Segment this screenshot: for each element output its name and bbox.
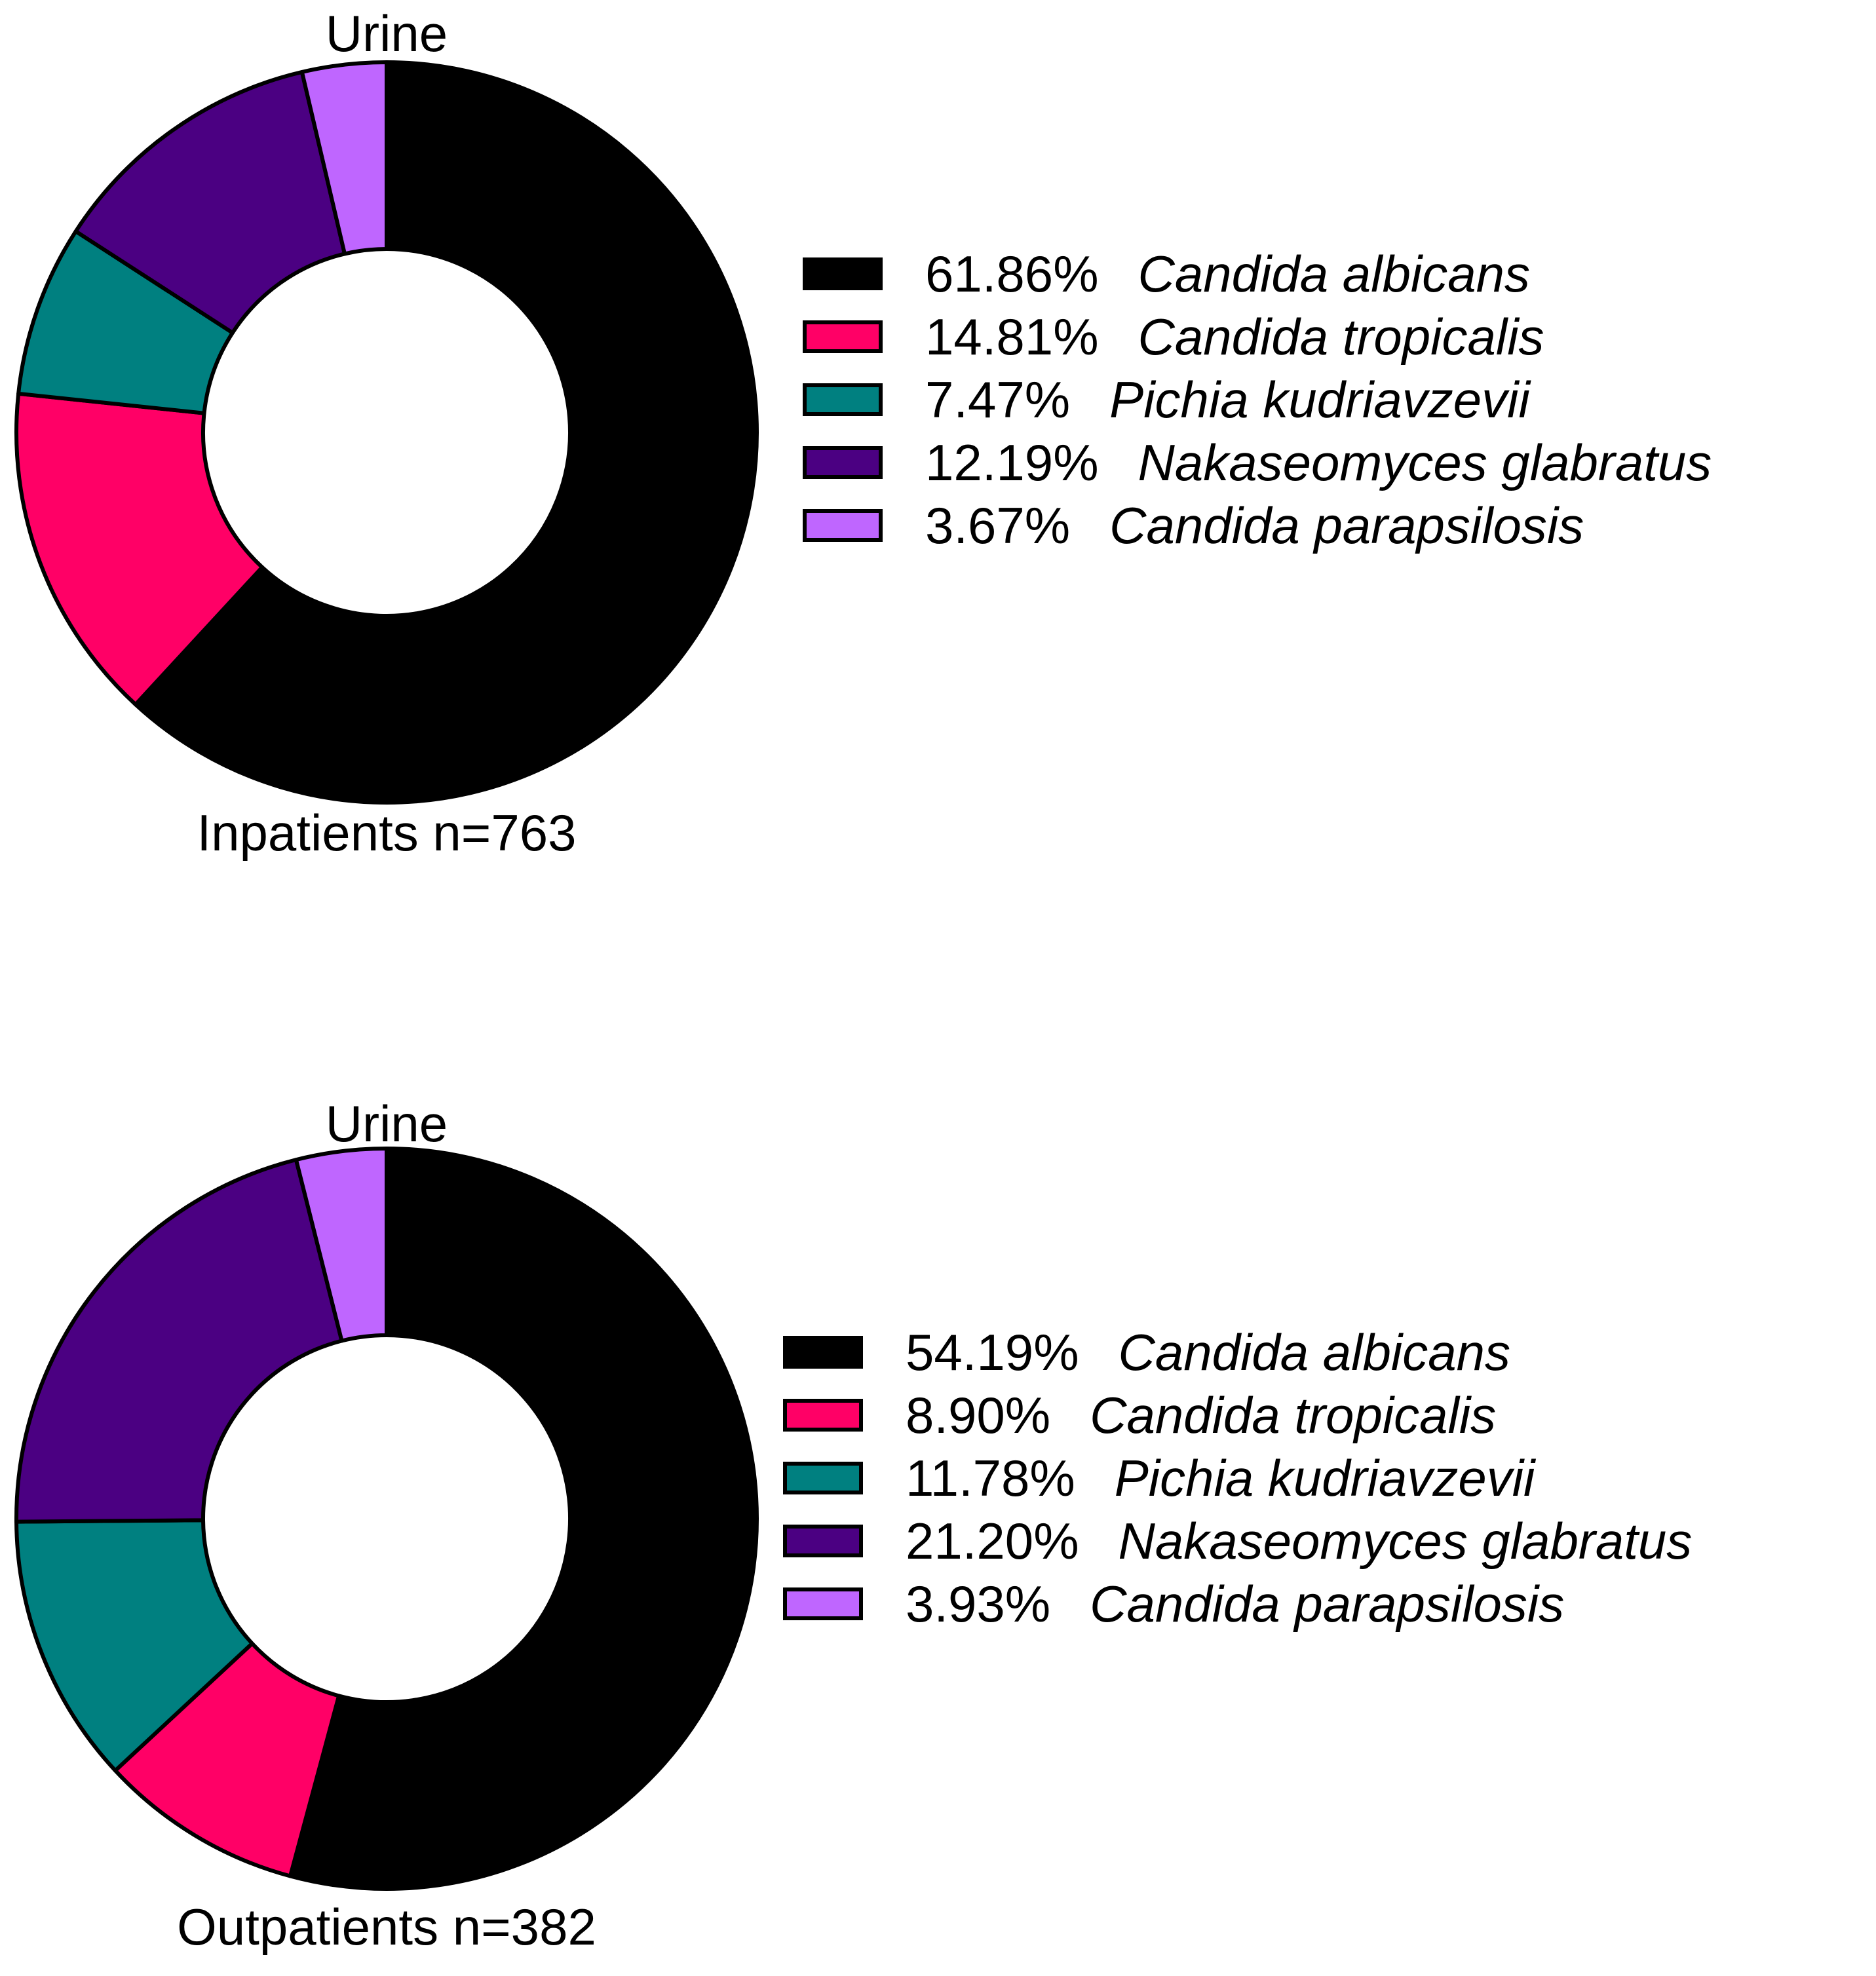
donut-chart-inpatients: Urine Inpatients n=763 61.86% Candida alb… [14,5,1712,862]
donut-slices [14,60,759,805]
legend-swatch [803,383,883,416]
legend-swatch [783,1336,863,1369]
legend-percent: 3.93% [906,1575,1050,1633]
legend-entry: 61.86% Candida albicans [925,245,1530,303]
legend-swatch [803,509,883,542]
slice-candida-parapsilosis [294,1147,389,1343]
slice-candida-parapsilosis [299,60,389,256]
legend-label: Candida albicans [1119,1323,1510,1381]
legend-entry: 54.19% Candida albicans [906,1323,1510,1381]
slice-nakaseomyces-glabratus [73,69,347,335]
donut-slices [14,1147,759,1891]
legend-entry: 7.47% Pichia kudriavzevii [925,371,1531,428]
legend-label: Candida parapsilosis [1090,1575,1564,1633]
legend-swatch [803,320,883,353]
donut-chart-outpatients: Urine Outpatients n=382 54.19% Candida al… [14,1095,1692,1956]
legend-entry: 3.93% Candida parapsilosis [906,1575,1564,1633]
legend-swatch [783,1399,863,1432]
legend-swatch [803,446,883,479]
legend-entry: 12.19% Nakaseomyces glabratus [925,434,1712,491]
slice-candida-albicans [288,1147,759,1891]
slice-candida-albicans [133,60,759,805]
legend-label: Pichia kudriavzevii [1109,371,1531,428]
legend-swatch [783,1462,863,1494]
legend-percent: 11.78% [906,1449,1075,1507]
legend-entry: 8.90% Candida tropicalis [906,1386,1496,1444]
legend-percent: 14.81% [925,308,1099,366]
legend-percent: 7.47% [925,371,1070,428]
legend-label: Candida tropicalis [1138,308,1544,366]
chart-xlabel: Inpatients n=763 [197,804,577,862]
legend-entry: 14.81% Candida tropicalis [925,308,1544,366]
legend-percent: 54.19% [906,1323,1079,1381]
legend-percent: 8.90% [906,1386,1050,1444]
legend-swatch [803,257,883,290]
slice-candida-tropicalis [14,391,265,707]
legend-swatch [783,1587,863,1620]
legend-label: Pichia kudriavzevii [1115,1449,1537,1507]
chart-title: Urine [326,1095,448,1152]
legend-label: Candida tropicalis [1090,1386,1496,1444]
legend-entry: 11.78% Pichia kudriavzevii [906,1449,1537,1507]
legend-percent: 3.67% [925,497,1070,554]
chart-title: Urine [326,5,448,62]
legend-label: Nakaseomyces glabratus [1119,1512,1693,1570]
chart-xlabel: Outpatients n=382 [177,1898,596,1956]
legend-entry: 3.67% Candida parapsilosis [925,497,1584,554]
legend: 61.86% Candida albicans 14.81% Candida trop… [803,245,1712,554]
legend-percent: 12.19% [925,434,1099,491]
legend-label: Candida parapsilosis [1109,497,1584,554]
legend-percent: 61.86% [925,245,1099,303]
slice-pichia-kudriavzevii [14,1518,254,1773]
legend-percent: 21.20% [906,1512,1079,1570]
legend-label: Nakaseomyces glabratus [1138,434,1712,491]
legend: 54.19% Candida albicans 8.90% Candida tropi… [783,1323,1692,1633]
legend-label: Candida albicans [1138,245,1530,303]
slice-nakaseomyces-glabratus [14,1158,344,1524]
legend-swatch [783,1525,863,1557]
legend-entry: 21.20% Nakaseomyces glabratus [906,1512,1692,1570]
